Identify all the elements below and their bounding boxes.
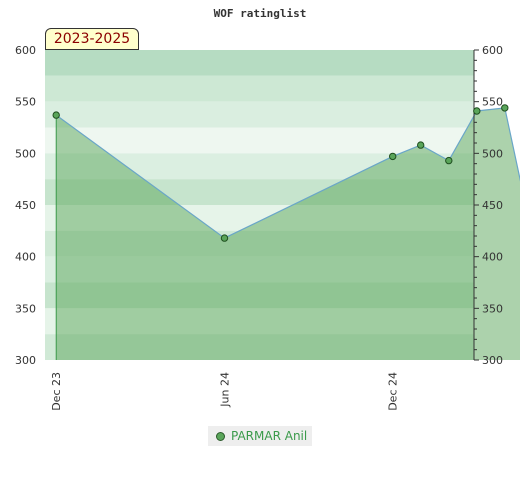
background-band [45,50,474,76]
y-tick-label-left: 500 [15,147,36,160]
y-tick-label-right: 600 [482,44,503,57]
data-point [417,141,425,149]
y-axis-left: 300 350 400 450 500 550 600 [15,44,36,367]
y-tick-label-right: 450 [482,199,503,212]
y-tick-label-right: 400 [482,251,503,264]
data-point [473,107,481,115]
x-tick-label: Dec 24 [387,372,400,411]
y-axis-right: 300 350 400 450 500 550 600 [473,44,503,367]
series-line [55,107,520,239]
x-tick-label: Jun 24 [218,372,231,408]
data-point [220,234,229,242]
x-axis: Dec 23 Jun 24 Dec 24 [50,372,399,411]
series-area [56,107,520,360]
y-tick-label-left: 300 [15,354,36,367]
legend[interactable]: PARMAR Anil [208,426,312,446]
data-points [52,104,509,242]
y-tick-label-left: 600 [15,44,36,57]
y-tick-label-right: 300 [482,354,503,367]
x-tick-label: Dec 23 [50,372,63,411]
y-tick-label-right: 500 [482,147,503,160]
data-point [501,104,509,112]
y-tick-label-left: 350 [15,302,36,315]
background-band [45,101,474,128]
chart-title: WOF ratinglist [214,7,307,20]
background-band [45,127,474,154]
area-layer [55,107,520,360]
data-point [52,111,60,119]
y-tick-label-left: 550 [15,96,36,109]
period-label: 2023-2025 [45,28,139,50]
data-point [389,152,397,161]
y-tick-label-left: 450 [15,199,36,212]
y-tick-label-right: 350 [482,302,503,315]
legend-label: PARMAR Anil [231,429,308,443]
y-tick-label-left: 400 [15,251,36,264]
y-tick-label-right: 550 [482,96,503,109]
data-point [445,156,453,165]
background-band [45,75,474,102]
legend-marker [216,431,225,441]
